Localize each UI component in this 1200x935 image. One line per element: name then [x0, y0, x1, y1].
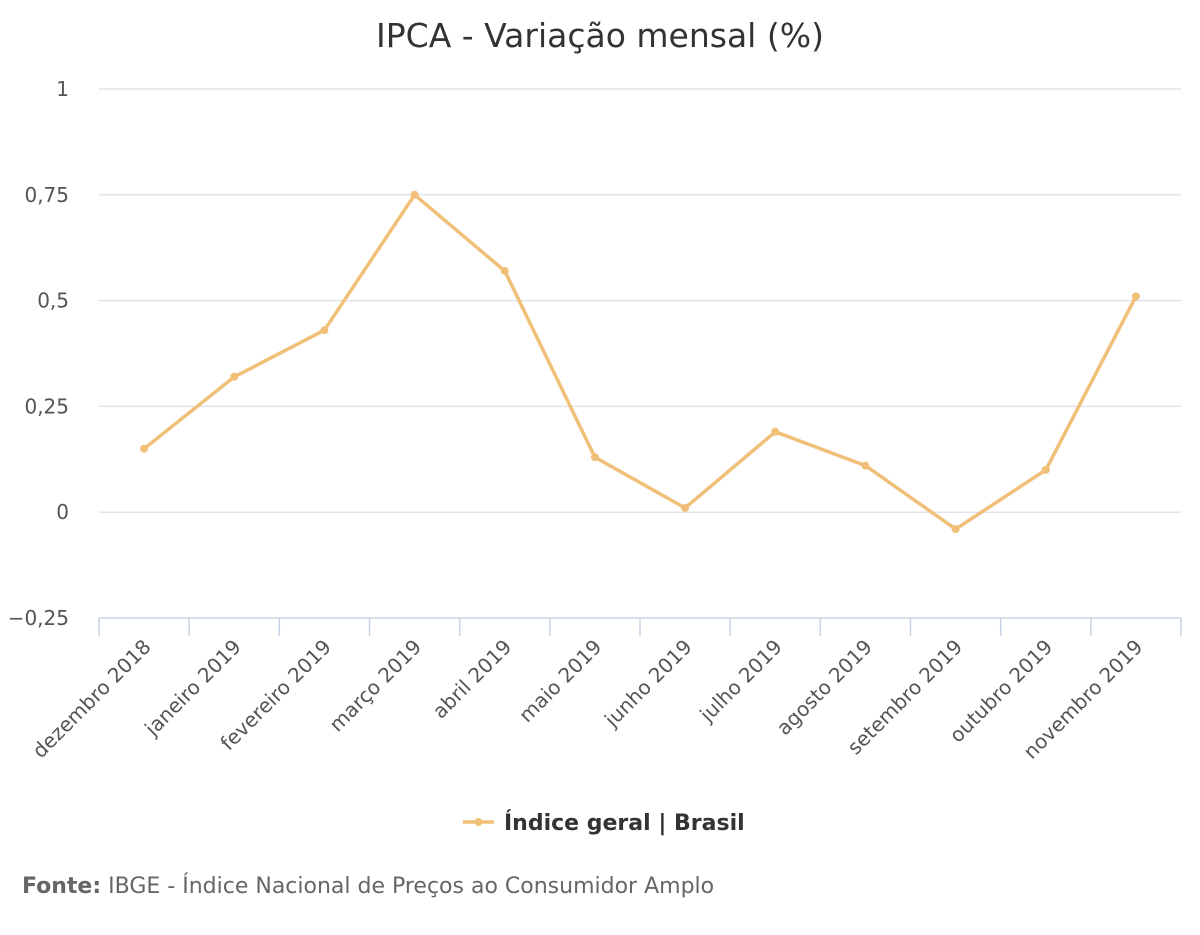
y-axis-labels: 1 0,75 0,5 0,25 0 −0,25 [8, 77, 69, 630]
series-layer [140, 190, 1140, 534]
chart-title: IPCA - Variação mensal (%) [376, 16, 824, 55]
data-point[interactable] [500, 266, 509, 275]
x-tick-label: maio 2019 [514, 635, 606, 727]
data-point[interactable] [1041, 465, 1050, 474]
data-point[interactable] [140, 444, 149, 453]
data-point[interactable] [861, 461, 870, 470]
y-tick-label: 0 [56, 500, 69, 524]
legend[interactable]: Índice geral | Brasil [463, 810, 745, 836]
source-text: IBGE - Índice Nacional de Preços ao Cons… [108, 874, 715, 899]
x-tick-label: março 2019 [324, 635, 426, 737]
data-point[interactable] [230, 372, 239, 381]
x-tick-label: junho 2019 [599, 635, 697, 733]
data-point[interactable] [951, 525, 960, 534]
y-tick-label: 1 [56, 77, 69, 101]
data-point[interactable] [681, 503, 690, 512]
line-chart: IPCA - Variação mensal (%) 1 0,75 0,5 0,25 0… [8, 16, 1182, 836]
data-point[interactable] [590, 453, 599, 462]
series-line [142, 193, 1138, 531]
x-tick-label: julho 2019 [694, 635, 787, 728]
x-tick-label: abril 2019 [428, 635, 517, 724]
data-point[interactable] [410, 190, 419, 199]
source-note: Fonte: IBGE - Índice Nacional de Preços … [22, 874, 714, 899]
grid-lines [99, 88, 1181, 513]
x-tick-label: dezembro 2018 [27, 635, 155, 763]
y-tick-label: 0,25 [24, 394, 69, 418]
data-point[interactable] [320, 326, 329, 335]
legend-marker-icon [474, 818, 483, 826]
data-point[interactable] [1131, 292, 1140, 301]
y-tick-label: 0,75 [24, 183, 69, 207]
data-point[interactable] [771, 427, 780, 436]
y-tick-label: 0,5 [37, 289, 69, 313]
source-label: Fonte: [22, 874, 102, 899]
y-tick-label: −0,25 [8, 606, 69, 630]
legend-label[interactable]: Índice geral | Brasil [504, 810, 745, 836]
